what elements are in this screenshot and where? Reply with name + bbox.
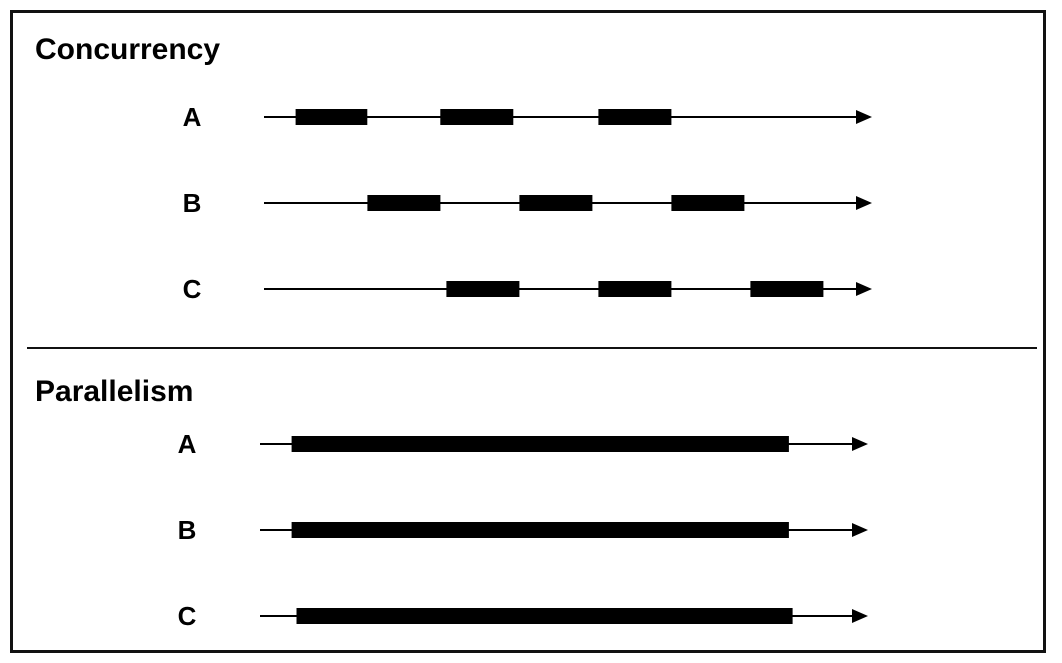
concurrency-thread-c-segment-3 <box>750 281 824 297</box>
parallelism-thread-a-arrowhead <box>852 437 868 451</box>
parallelism-title: Parallelism <box>35 375 194 408</box>
concurrency-thread-a-label: A <box>183 102 202 132</box>
concurrency-thread-a-segment-2 <box>440 109 514 125</box>
concurrency-thread-b-segment-3 <box>671 195 745 211</box>
section-divider <box>27 347 1037 349</box>
concurrency-thread-b-arrowhead <box>856 196 872 210</box>
concurrency-thread-b-segment-1 <box>367 195 441 211</box>
diagram-frame <box>10 10 1046 653</box>
concurrency-thread-c-segment-2 <box>598 281 672 297</box>
concurrency-title: Concurrency <box>35 33 221 66</box>
concurrency-thread-b-segment-2 <box>519 195 593 211</box>
parallelism-thread-b-arrowhead <box>852 523 868 537</box>
parallelism-thread-c-label: C <box>178 601 197 631</box>
parallelism-thread-b-label: B <box>178 515 197 545</box>
parallelism-thread-c-arrowhead <box>852 609 868 623</box>
concurrency-thread-c-arrowhead <box>856 282 872 296</box>
parallelism-thread-a-label: A <box>178 429 197 459</box>
concurrency-thread-a-segment-3 <box>598 109 672 125</box>
concurrency-thread-b-label: B <box>183 188 202 218</box>
concurrency-thread-c-label: C <box>183 274 202 304</box>
concurrency-thread-a-arrowhead <box>856 110 872 124</box>
parallelism-thread-a-segment-1 <box>291 436 789 452</box>
parallelism-thread-c-segment-1 <box>296 608 793 624</box>
concurrency-thread-c-segment-1 <box>446 281 520 297</box>
parallelism-thread-b-segment-1 <box>291 522 789 538</box>
concurrency-thread-a-segment-1 <box>295 109 368 125</box>
